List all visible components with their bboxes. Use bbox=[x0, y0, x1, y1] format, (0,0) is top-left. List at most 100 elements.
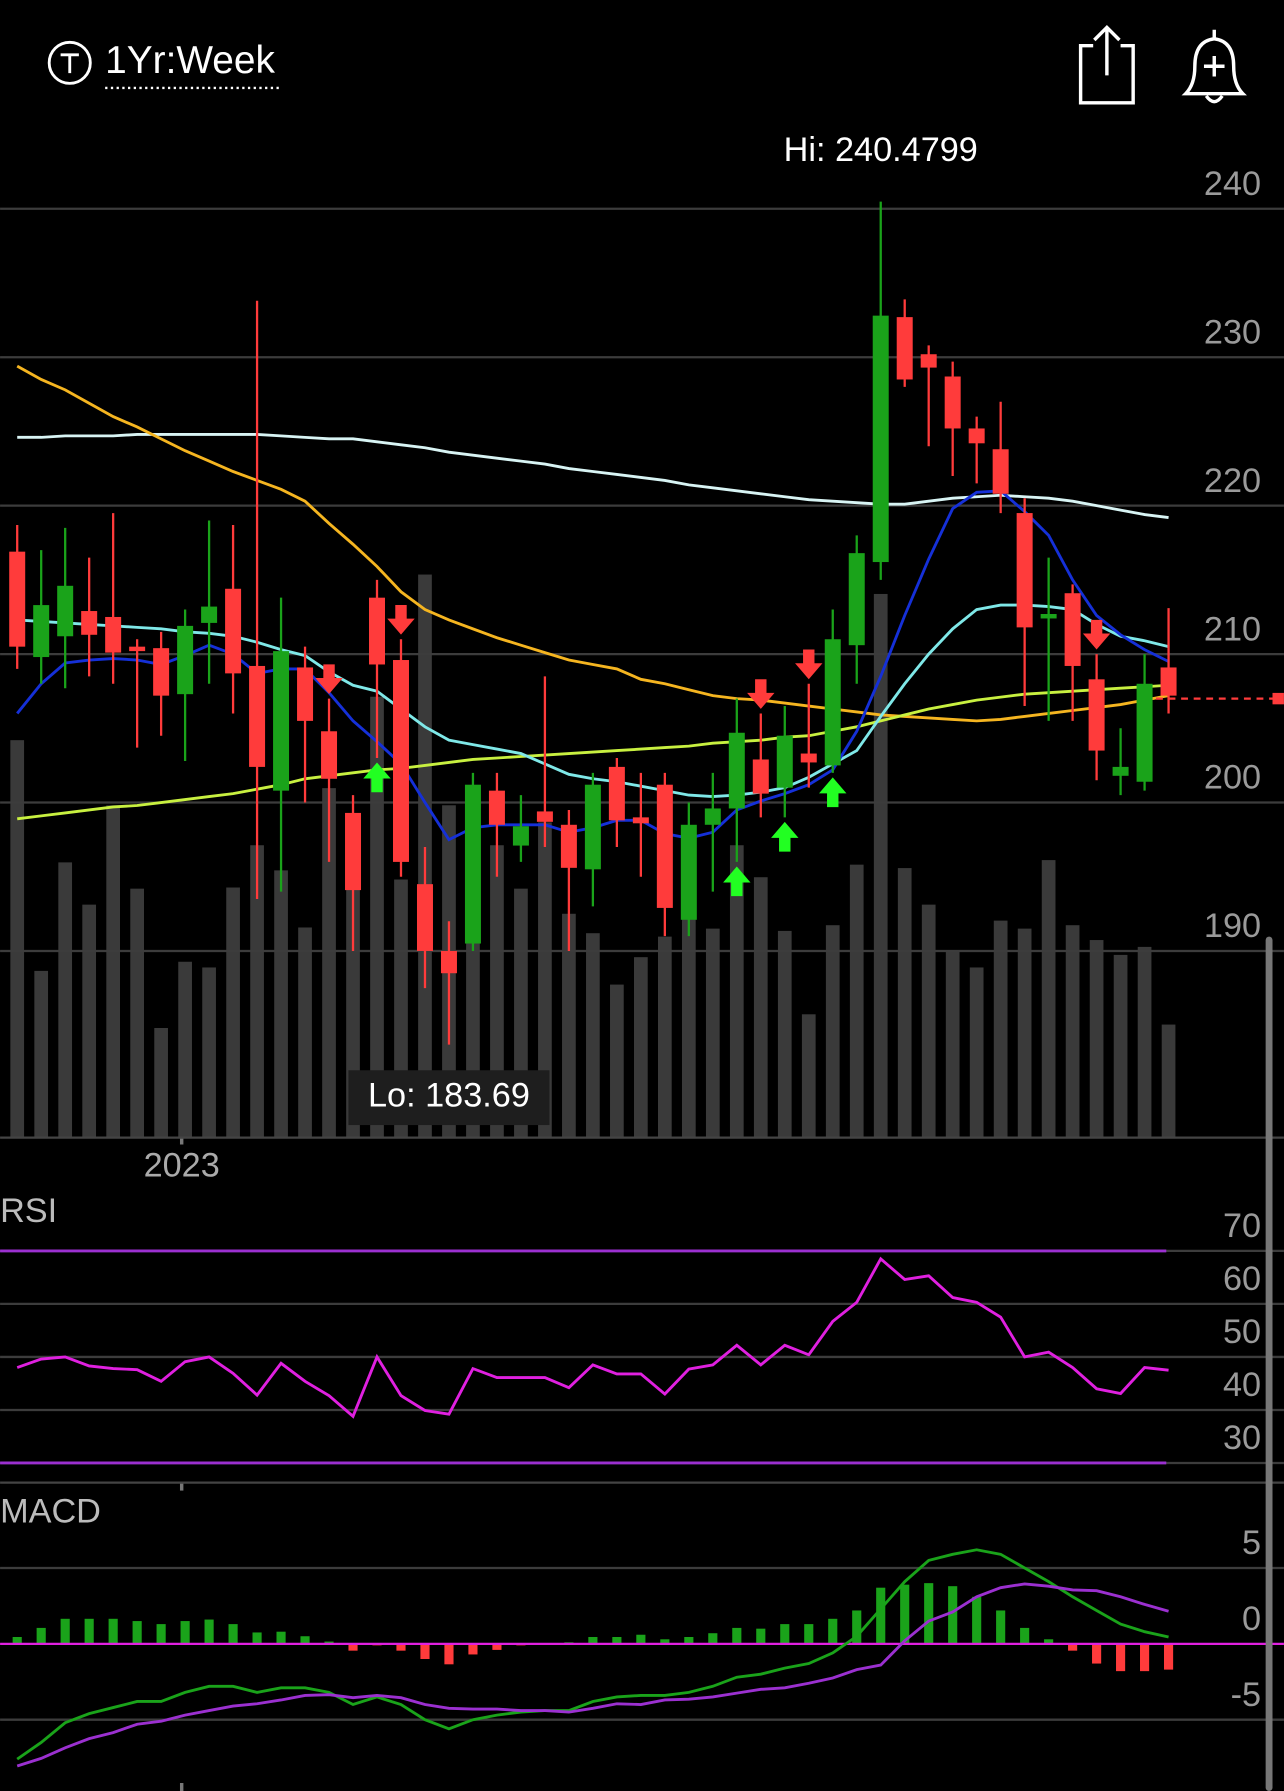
y-tick-label: 70 bbox=[1223, 1207, 1261, 1245]
candle-body bbox=[1064, 593, 1081, 666]
candle-body bbox=[704, 808, 721, 825]
moving-average-line bbox=[17, 683, 1169, 821]
candle-body bbox=[129, 646, 146, 652]
macd-histogram-bar bbox=[972, 1596, 982, 1644]
candle-body bbox=[488, 790, 505, 825]
volume-bar bbox=[346, 822, 360, 1137]
share-button[interactable] bbox=[1078, 24, 1135, 105]
volume-bar bbox=[634, 957, 648, 1137]
macd-histogram-bar bbox=[852, 1610, 862, 1644]
signal-line bbox=[16, 1582, 1169, 1768]
candle-body bbox=[1088, 679, 1105, 751]
volume-bar bbox=[825, 925, 840, 1137]
scrollbar[interactable] bbox=[1265, 936, 1273, 1791]
candle-body bbox=[824, 639, 841, 766]
buy-signal bbox=[363, 762, 391, 793]
sell-signal bbox=[387, 604, 415, 635]
candle-body bbox=[1040, 614, 1057, 619]
volume-bar bbox=[993, 920, 1008, 1137]
x-tick-label: 2023 bbox=[144, 1146, 220, 1184]
volume-bar bbox=[1137, 946, 1152, 1137]
candle-body bbox=[608, 766, 625, 821]
volume-bar bbox=[34, 970, 49, 1137]
volume-bar bbox=[538, 822, 552, 1137]
volume-bar bbox=[969, 967, 984, 1137]
macd-histogram-bar bbox=[684, 1637, 694, 1644]
volume-bar bbox=[610, 984, 624, 1137]
volume-bar bbox=[274, 870, 288, 1137]
candle-body bbox=[345, 812, 362, 891]
macd-histogram-bar bbox=[108, 1618, 118, 1644]
alert-button[interactable] bbox=[1181, 29, 1247, 104]
volume-bar bbox=[226, 887, 240, 1137]
low-label: Lo: 183.69 bbox=[368, 1077, 530, 1115]
macd-histogram-bar bbox=[444, 1643, 454, 1665]
buy-signal bbox=[723, 866, 751, 897]
candle-body bbox=[848, 553, 865, 646]
macd-histogram-bar bbox=[252, 1632, 262, 1644]
macd-histogram-bar bbox=[84, 1618, 94, 1644]
macd-histogram-bar bbox=[348, 1643, 358, 1651]
volume-bar bbox=[1161, 1024, 1176, 1137]
candle-body bbox=[584, 784, 601, 870]
volume-bar bbox=[370, 696, 384, 1137]
candle-body bbox=[752, 759, 769, 794]
bell-icon bbox=[1181, 37, 1247, 96]
y-tick-label: 60 bbox=[1223, 1260, 1261, 1298]
candle-body bbox=[872, 315, 889, 563]
candle-body bbox=[464, 784, 481, 944]
volume-bar bbox=[178, 961, 192, 1137]
macd-histogram-bar bbox=[1068, 1643, 1078, 1651]
macd-histogram-bar bbox=[996, 1610, 1006, 1644]
volume-bar bbox=[1089, 940, 1104, 1137]
y-tick-label: 30 bbox=[1223, 1419, 1261, 1457]
candle-body bbox=[440, 950, 457, 974]
volume-bar bbox=[753, 877, 768, 1137]
timeframe-title: 1Yr:Week bbox=[105, 39, 275, 82]
buy-signal bbox=[819, 777, 847, 808]
candle-body bbox=[1112, 766, 1129, 776]
low-label-box bbox=[348, 1070, 550, 1126]
macd-histogram-bar bbox=[900, 1584, 910, 1644]
macd-histogram-bar bbox=[1044, 1639, 1054, 1644]
volume-bar bbox=[1017, 928, 1032, 1137]
candle-body bbox=[1016, 513, 1033, 628]
timeframe-button[interactable]: 1Yr:Week bbox=[47, 39, 282, 90]
candle-body bbox=[536, 811, 553, 822]
moving-average-line bbox=[17, 432, 1169, 519]
macd-histogram-bar bbox=[396, 1643, 406, 1651]
macd-histogram-bar bbox=[156, 1624, 166, 1644]
volume-bar bbox=[106, 805, 121, 1137]
sell-signal bbox=[315, 664, 343, 695]
candle-body bbox=[776, 735, 793, 788]
macd-histogram-bar bbox=[732, 1627, 742, 1644]
y-tick-label: 190 bbox=[1204, 907, 1261, 945]
bell-icon-plus bbox=[1203, 55, 1225, 77]
y-tick-label: 5 bbox=[1242, 1524, 1261, 1562]
candle-body bbox=[9, 551, 26, 647]
macd-histogram-bar bbox=[276, 1631, 286, 1644]
candle-body bbox=[416, 884, 433, 951]
y-tick-label: 200 bbox=[1204, 759, 1261, 797]
macd-histogram-bar bbox=[1163, 1643, 1174, 1670]
last-price-marker bbox=[1272, 692, 1284, 705]
macd-histogram-bar bbox=[1092, 1643, 1102, 1664]
timeframe-icon-glyph bbox=[60, 53, 79, 74]
candle-body bbox=[656, 784, 673, 908]
candle-body bbox=[177, 625, 194, 695]
macd-histogram-bar bbox=[492, 1643, 502, 1650]
macd-histogram-bar bbox=[924, 1583, 934, 1644]
volume-bar bbox=[849, 864, 864, 1137]
y-tick-label: 50 bbox=[1223, 1313, 1261, 1351]
volume-bar bbox=[298, 927, 312, 1137]
volume-bar bbox=[250, 845, 264, 1137]
candle-body bbox=[201, 606, 218, 623]
sell-signal bbox=[1082, 619, 1111, 650]
candle-body bbox=[1160, 667, 1177, 696]
candle-body bbox=[632, 817, 649, 824]
plot: 190 200 210 220 230 240 2023 Hi: 240.4799 Lo: 18… bbox=[0, 131, 1284, 1791]
candle-body bbox=[944, 376, 961, 429]
candle-body bbox=[321, 731, 338, 779]
